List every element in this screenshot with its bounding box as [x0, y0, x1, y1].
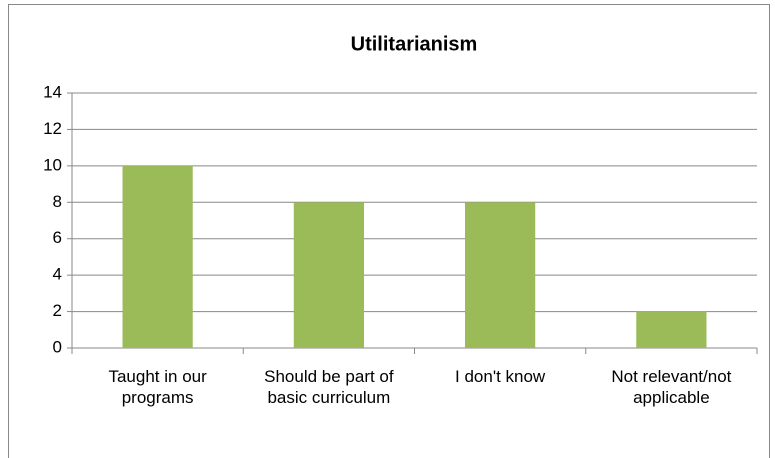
y-tick-label: 0 — [53, 337, 62, 356]
bar — [293, 202, 364, 348]
y-tick-label: 14 — [43, 82, 62, 101]
bar — [465, 202, 536, 348]
y-tick-label: 4 — [53, 265, 62, 284]
x-tick-label: I don't know — [455, 367, 546, 386]
bar — [636, 311, 707, 348]
y-tick-label: 12 — [43, 119, 62, 138]
y-tick-label: 6 — [53, 228, 62, 247]
x-tick-label: Taught in our programs — [108, 367, 207, 407]
y-tick-label: 2 — [53, 301, 62, 320]
y-tick-label: 10 — [43, 155, 62, 174]
x-tick-label: Not relevant/not applicable — [611, 367, 732, 407]
chart-title: Utilitarianism — [351, 33, 478, 55]
y-tick-label: 8 — [53, 192, 62, 211]
bar — [122, 165, 193, 348]
x-tick-label: Should be part of basic curriculum — [264, 367, 394, 407]
